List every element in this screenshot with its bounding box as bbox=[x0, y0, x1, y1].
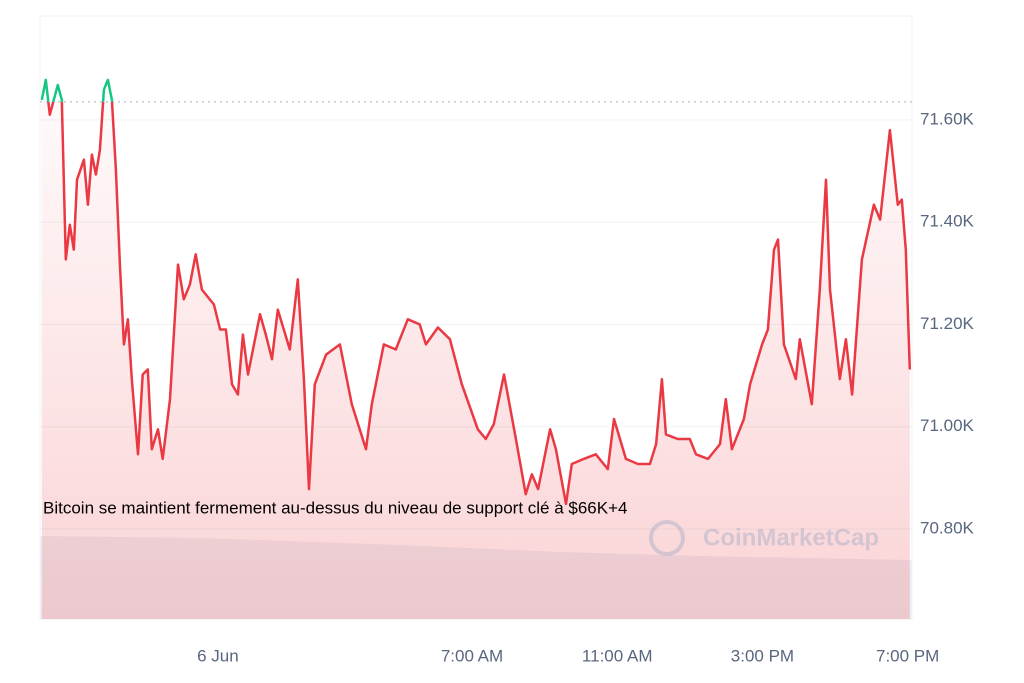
x-tick-label: 6 Jun bbox=[197, 646, 239, 665]
y-tick-label: 71.20K bbox=[920, 314, 975, 333]
x-tick-label: 3:00 PM bbox=[731, 646, 794, 665]
y-tick-label: 70.80K bbox=[920, 518, 975, 537]
annotation: Bitcoin se maintient fermement au-dessus… bbox=[43, 498, 627, 517]
y-tick-label: 71.60K bbox=[920, 109, 975, 128]
x-tick-label: 11:00 AM bbox=[582, 646, 653, 665]
watermark-text: CoinMarketCap bbox=[703, 524, 879, 551]
x-tick-label: 7:00 PM bbox=[876, 646, 939, 665]
price-line-down bbox=[47, 101, 912, 506]
area-fill bbox=[41, 101, 910, 619]
y-tick-label: 71.00K bbox=[920, 416, 975, 435]
watermark: CoinMarketCap bbox=[649, 520, 879, 556]
y-tick-label: 71.40K bbox=[920, 212, 975, 231]
x-tick-label: 7:00 AM bbox=[441, 646, 503, 665]
